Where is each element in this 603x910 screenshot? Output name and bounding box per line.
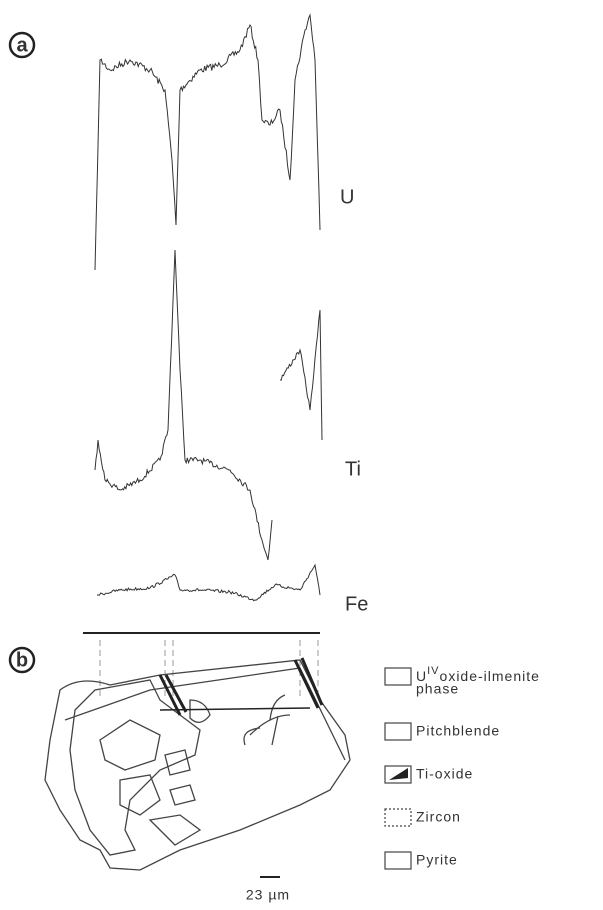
line-scans bbox=[95, 15, 322, 601]
scale-label: 23 µm bbox=[246, 887, 290, 903]
legend-swatch bbox=[385, 809, 411, 826]
legend-swatch bbox=[385, 852, 411, 869]
trace-label: Ti bbox=[345, 458, 361, 480]
legend-label: Pyrite bbox=[416, 852, 458, 868]
grain-diagram bbox=[45, 658, 350, 870]
legend-sup: IV bbox=[427, 665, 439, 677]
figure: a U Ti Fe b 23 µm UIVoxide-ilmenite phas… bbox=[0, 0, 603, 910]
inclusion bbox=[100, 700, 210, 845]
grain-part bbox=[70, 680, 200, 855]
panel-label: a bbox=[16, 34, 28, 56]
grain-part bbox=[65, 668, 345, 760]
legend-label: Zircon bbox=[416, 809, 461, 825]
legend-label: phase bbox=[416, 681, 459, 697]
grain-outline bbox=[45, 660, 350, 870]
legend-label: Ti-oxide bbox=[416, 766, 473, 782]
trace-label: U bbox=[340, 186, 354, 208]
legend-label: Pitchblende bbox=[416, 723, 500, 739]
vein bbox=[244, 695, 290, 745]
legend: UIVoxide-ilmenite phase Pitchblende Ti-o… bbox=[385, 665, 540, 869]
line-scan bbox=[280, 310, 322, 440]
panel-label: b bbox=[16, 649, 28, 671]
line-scan bbox=[95, 250, 272, 560]
legend-swatch bbox=[385, 668, 411, 685]
line-scan bbox=[97, 565, 320, 601]
legend-swatch bbox=[385, 723, 411, 740]
trace-label: Fe bbox=[345, 593, 368, 615]
line-scan bbox=[95, 15, 320, 270]
